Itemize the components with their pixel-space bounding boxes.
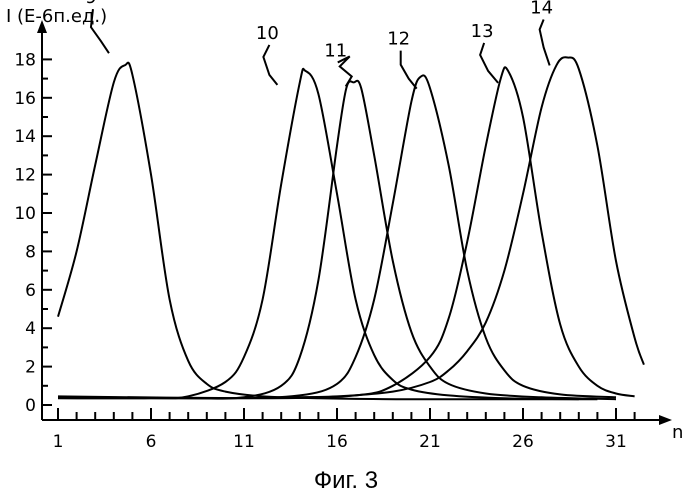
- x-axis-arrow: [659, 415, 672, 425]
- series-label-13: 13: [471, 21, 494, 42]
- series-label-11: 11: [324, 40, 347, 61]
- series-line-9: [58, 63, 597, 400]
- y-tick-label: 6: [25, 281, 36, 301]
- curve-labels: 91011121314: [85, 0, 553, 89]
- y-tick-label: 14: [14, 127, 36, 147]
- y-tick-label: 8: [25, 242, 36, 262]
- x-tick-label: 16: [326, 432, 348, 452]
- series-leader-10: [263, 45, 277, 85]
- y-tick-label: 12: [14, 166, 36, 186]
- y-tick-label: 4: [25, 319, 36, 339]
- series-line-10: [58, 69, 579, 399]
- y-axis-title: I (E-6п.ед.): [6, 6, 107, 27]
- x-tick-label: 6: [146, 432, 157, 452]
- series-leader-12: [401, 51, 417, 89]
- series-label-12: 12: [387, 29, 410, 50]
- x-tick-label: 31: [605, 432, 627, 452]
- series-leader-14: [540, 19, 550, 65]
- series-label-14: 14: [530, 0, 553, 18]
- figure-caption: Фиг. 3: [314, 467, 378, 494]
- series-leader-13: [480, 43, 498, 83]
- series-line-13: [58, 67, 635, 398]
- y-tick-label: 18: [14, 50, 36, 70]
- series-line-14: [281, 57, 644, 397]
- y-tick-label: 10: [14, 204, 36, 224]
- series-label-10: 10: [256, 23, 279, 44]
- x-tick-label: 26: [512, 432, 534, 452]
- curves: [58, 57, 644, 399]
- series-line-11: [58, 81, 616, 399]
- x-tick-label: 1: [53, 432, 64, 452]
- y-tick-label: 2: [25, 358, 36, 378]
- x-axis-title: n: [672, 422, 683, 443]
- y-tick-label: 0: [25, 396, 36, 416]
- y-tick-label: 16: [14, 89, 36, 109]
- x-tick-label: 11: [233, 432, 255, 452]
- x-tick-label: 21: [419, 432, 441, 452]
